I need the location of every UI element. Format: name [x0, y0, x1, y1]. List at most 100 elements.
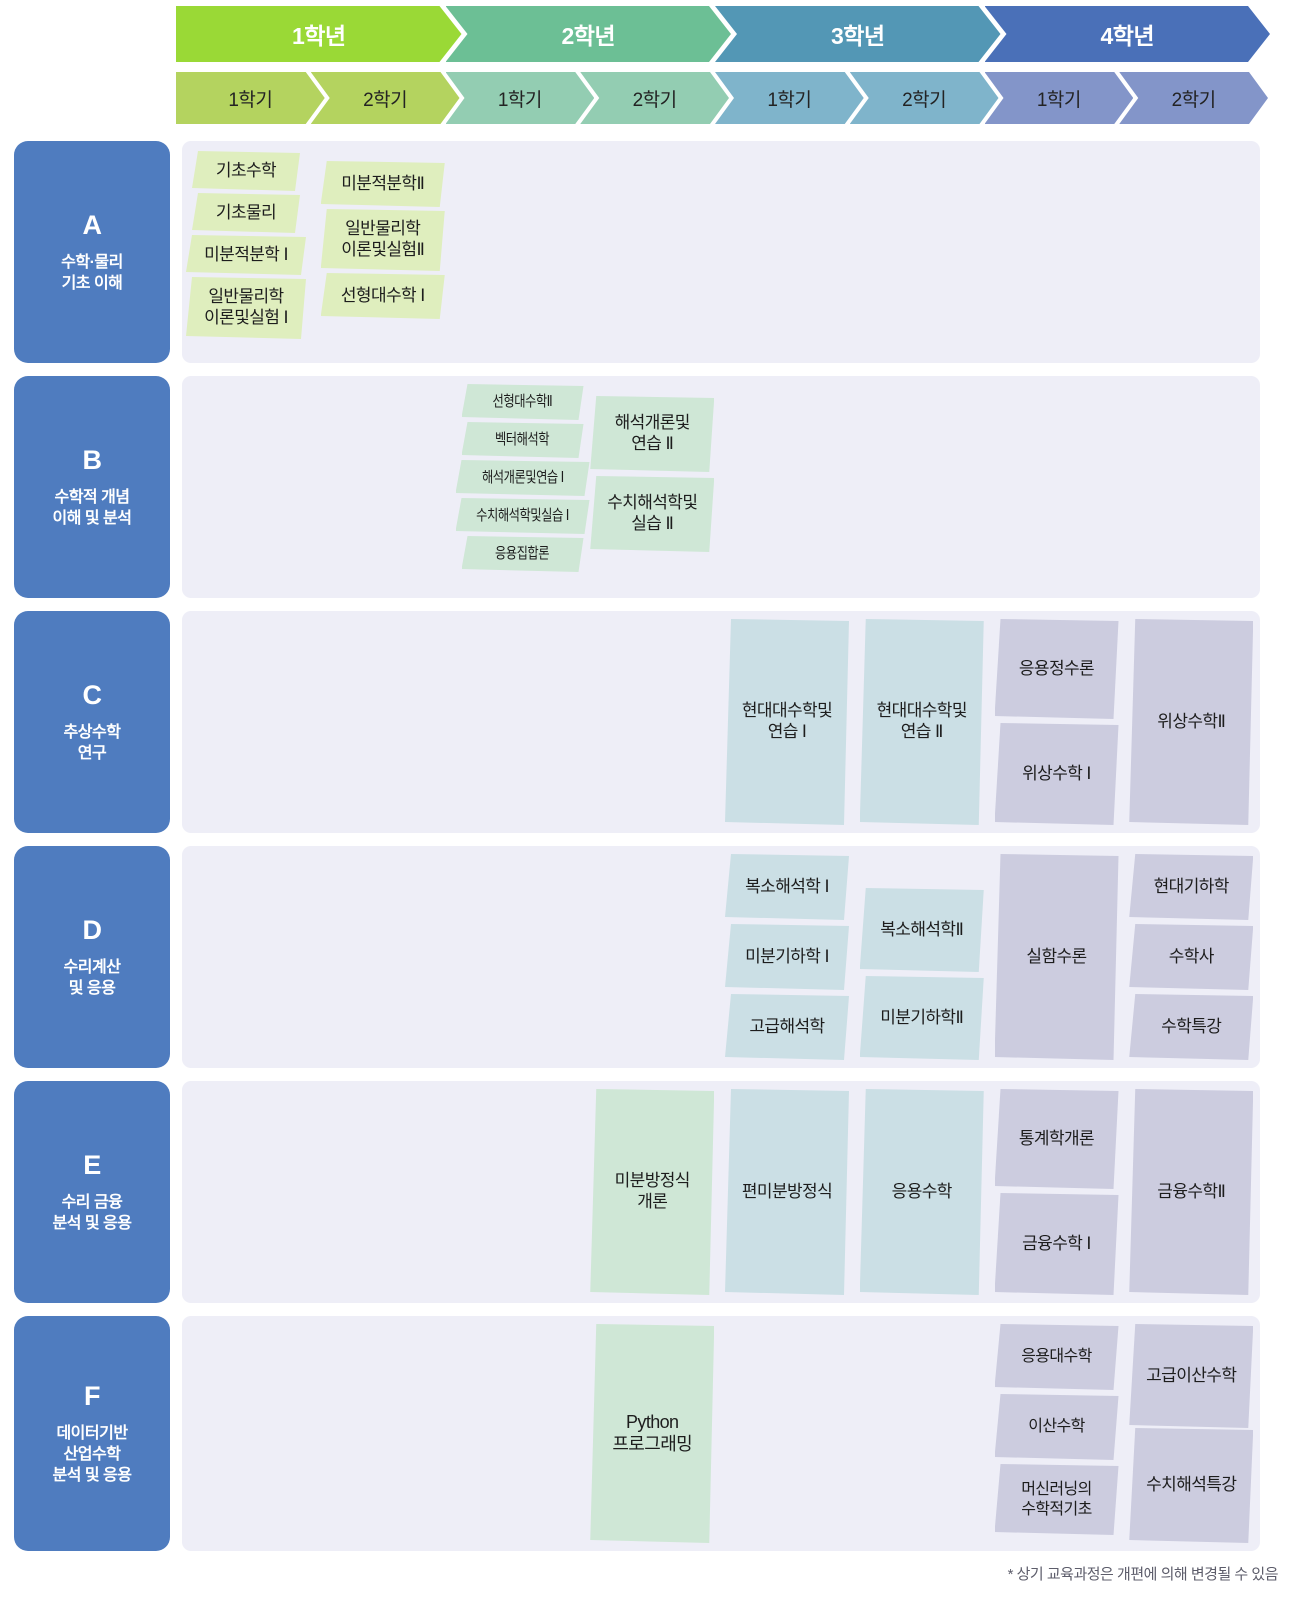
course-chip[interactable]: 미분방정식 개론 [590, 1089, 714, 1295]
semester-label: 2학기 [632, 89, 677, 111]
course-chip[interactable]: 고급이산수학 [1129, 1324, 1253, 1428]
course-label: 수치해석학및 실습 Ⅱ [607, 493, 698, 533]
course-label: 응용수학 [891, 1181, 952, 1201]
track-letter: C [82, 679, 103, 710]
course-chip[interactable]: 수치해석학및 실습 Ⅱ [590, 476, 714, 552]
course-chip[interactable]: 수치해석특강 [1129, 1428, 1253, 1543]
semester-chip-2: 2학기 [311, 72, 460, 124]
course-chip[interactable]: 금융수학Ⅱ [1129, 1089, 1253, 1295]
year-label: 4학년 [1100, 23, 1155, 49]
course-chip[interactable]: 편미분방정식 [725, 1089, 849, 1295]
track-badge-f[interactable]: F 데이터기반 산업수학 분석 및 응용 [14, 1316, 170, 1551]
semester-label: 2학기 [1171, 89, 1216, 111]
course-chip[interactable]: 해석개론및 연습 Ⅱ [590, 396, 714, 472]
semester-header: 1학기 2학기 1학기 2학기 1학기 2학기 1학기 2학기 [176, 72, 1260, 124]
course-chip[interactable]: 머신러닝의 수학적기초 [995, 1464, 1119, 1535]
course-chip[interactable]: 복소해석학Ⅱ [860, 888, 984, 972]
course-chip[interactable]: 응용수학 [860, 1089, 984, 1295]
course-chip[interactable]: 실함수론 [995, 854, 1119, 1060]
course-chip[interactable]: 미분기하학 Ⅰ [725, 924, 849, 990]
footnote: * 상기 교육과정은 개편에 의해 변경될 수 있음 [1007, 1566, 1279, 1583]
course-chip[interactable]: 벡터해석학 [462, 422, 584, 458]
course-label: 일반물리학 이론및실험 Ⅰ [204, 287, 288, 327]
course-chip[interactable]: 일반물리학 이론및실험 Ⅰ [186, 277, 306, 339]
course-label: 미분방정식 개론 [614, 1171, 690, 1211]
track-badge-b[interactable]: B 수학적 개념 이해 및 분석 [14, 376, 170, 598]
year-label: 3학년 [830, 23, 885, 49]
course-label: 응용집합론 [495, 544, 550, 562]
year-chip-3: 3학년 [715, 6, 1001, 62]
course-chip[interactable]: Python 프로그래밍 [590, 1324, 714, 1543]
year-label: 2학년 [561, 23, 616, 49]
course-chip[interactable]: 통계학개론 [995, 1089, 1119, 1189]
track-title: 수학·물리 기초 이해 [61, 253, 123, 292]
course-chip[interactable]: 복소해석학 Ⅰ [725, 854, 849, 920]
course-chip[interactable]: 일반물리학 이론및실험Ⅱ [321, 209, 445, 271]
track-badge-e[interactable]: E 수리 금융 분석 및 응용 [14, 1081, 170, 1303]
course-label: 미분기하학 Ⅰ [745, 946, 829, 966]
course-chip[interactable]: 현대대수학및 연습 Ⅱ [860, 619, 984, 825]
course-label: 미분적분학Ⅱ [341, 173, 425, 193]
course-label: 응용대수학 [1021, 1348, 1092, 1366]
course-chip[interactable]: 수치해석학및실습 Ⅰ [456, 498, 590, 534]
course-label: 금융수학Ⅱ [1157, 1181, 1226, 1201]
course-chip[interactable]: 미분적분학 Ⅰ [186, 235, 306, 275]
track-letter: F [84, 1380, 101, 1411]
track-badge-a[interactable]: A 수학·물리 기초 이해 [14, 141, 170, 363]
semester-chip-5: 1학기 [715, 72, 864, 124]
course-label: 미분기하학Ⅱ [880, 1007, 964, 1027]
course-chip[interactable]: 수학특강 [1129, 994, 1253, 1060]
course-chip[interactable]: 미분적분학Ⅱ [321, 161, 445, 207]
course-label: 수치해석특강 [1146, 1475, 1237, 1495]
course-label: 현대기하학 [1153, 876, 1229, 896]
track-badge-c[interactable]: C 추상수학 연구 [14, 611, 170, 833]
year-label: 1학년 [291, 23, 346, 49]
track-letter: B [82, 444, 103, 475]
year-chip-1: 1학년 [176, 6, 462, 62]
course-label: 통계학개론 [1018, 1128, 1095, 1148]
track-badge-d[interactable]: D 수리계산 및 응용 [14, 846, 170, 1068]
course-label: 위상수학 Ⅰ [1022, 763, 1091, 783]
course-chip[interactable]: 현대대수학및 연습 Ⅰ [725, 619, 849, 825]
course-chip[interactable]: 현대기하학 [1129, 854, 1253, 920]
course-chip[interactable]: 이산수학 [995, 1394, 1119, 1460]
track-letter: E [83, 1149, 101, 1180]
course-chip[interactable]: 기초물리 [192, 193, 300, 233]
course-label: 복소해석학 Ⅰ [745, 876, 829, 896]
semester-chip-3: 1학기 [446, 72, 595, 124]
course-label: 해석개론및연습 Ⅰ [481, 468, 564, 486]
course-label: 수치해석학및실습 Ⅰ [476, 506, 569, 524]
course-chip[interactable]: 수학사 [1129, 924, 1253, 990]
course-chip[interactable]: 미분기하학Ⅱ [860, 976, 984, 1060]
course-label: 복소해석학Ⅱ [880, 919, 964, 939]
course-label: 수학사 [1168, 946, 1214, 966]
course-chip[interactable]: 금융수학 Ⅰ [995, 1193, 1119, 1295]
course-chip[interactable]: 선형대수학 Ⅰ [321, 273, 445, 319]
semester-chip-6: 2학기 [850, 72, 999, 124]
course-label: 응용정수론 [1018, 658, 1095, 678]
course-chip[interactable]: 응용집합론 [462, 536, 584, 572]
course-chip[interactable]: 기초수학 [192, 151, 300, 191]
semester-chip-7: 1학기 [985, 72, 1134, 124]
semester-label: 2학기 [902, 89, 947, 111]
semester-label: 1학기 [497, 89, 542, 111]
course-chip[interactable]: 해석개론및연습 Ⅰ [456, 460, 590, 496]
course-label: 머신러닝의 수학적기초 [1021, 1480, 1092, 1518]
course-chip[interactable]: 위상수학Ⅱ [1129, 619, 1253, 825]
course-chip[interactable]: 응용대수학 [995, 1324, 1119, 1390]
course-label: 기초수학 [215, 160, 277, 180]
year-chip-4: 4학년 [985, 6, 1271, 62]
course-chip[interactable]: 응용정수론 [995, 619, 1119, 719]
course-label: 선형대수학 Ⅰ [340, 285, 425, 305]
course-chip[interactable]: 위상수학 Ⅰ [995, 723, 1119, 825]
course-label: 현대대수학및 연습 Ⅱ [876, 701, 967, 741]
course-chip[interactable]: 선형대수학Ⅱ [462, 384, 584, 420]
track-letter: A [82, 209, 103, 240]
course-chip[interactable]: 고급해석학 [725, 994, 849, 1060]
course-label: 기초물리 [215, 202, 277, 222]
